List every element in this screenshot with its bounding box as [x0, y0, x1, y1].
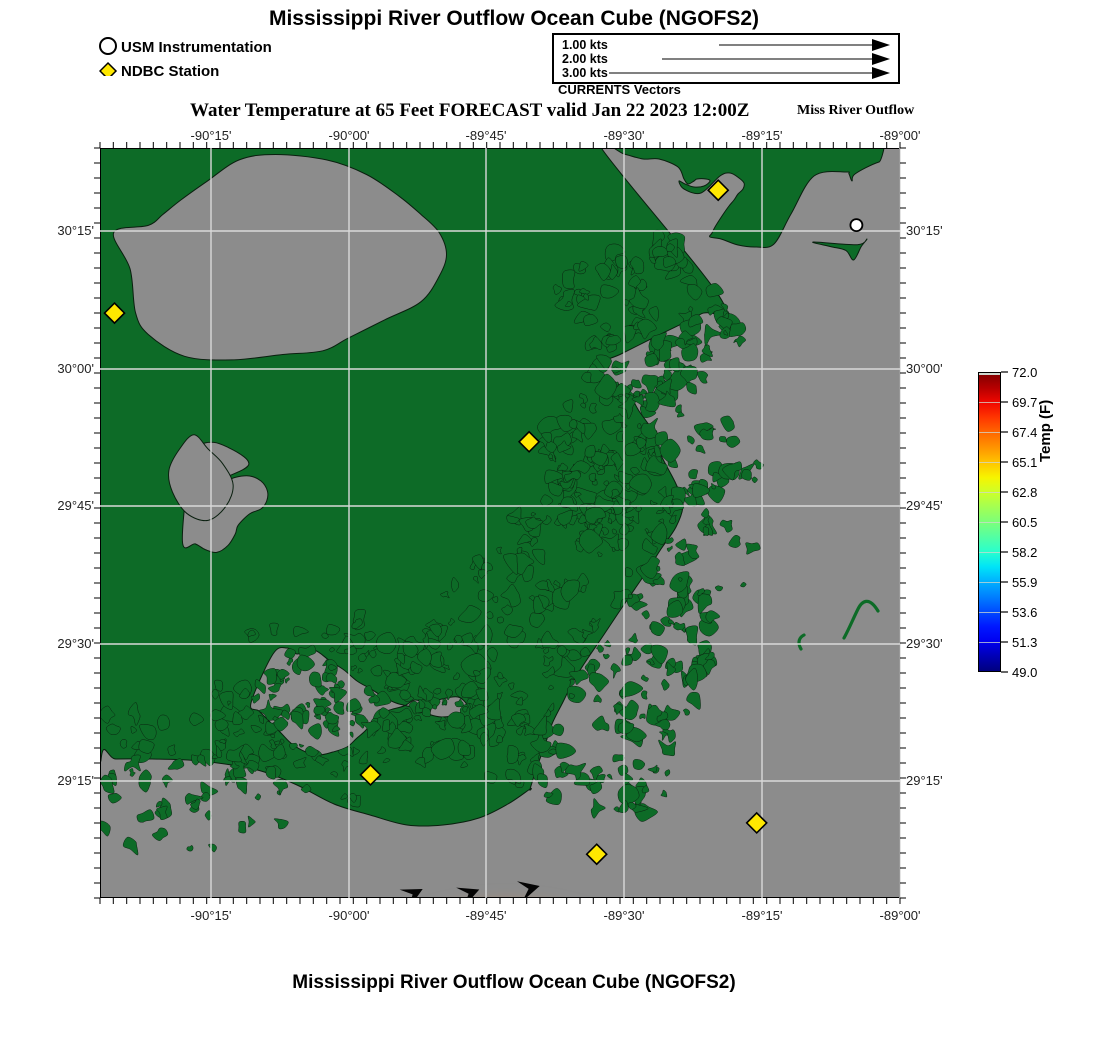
svg-text:49.0: 49.0 — [1012, 665, 1037, 679]
svg-text:60.5: 60.5 — [1012, 515, 1037, 529]
svg-text:58.2: 58.2 — [1012, 545, 1037, 559]
svg-text:55.9: 55.9 — [1012, 575, 1037, 589]
svg-text:53.6: 53.6 — [1012, 605, 1037, 619]
svg-text:62.8: 62.8 — [1012, 485, 1037, 499]
svg-text:65.1: 65.1 — [1012, 455, 1037, 469]
svg-text:72.0: 72.0 — [1012, 365, 1037, 379]
svg-text:51.3: 51.3 — [1012, 635, 1037, 649]
svg-text:69.7: 69.7 — [1012, 395, 1037, 409]
svg-text:67.4: 67.4 — [1012, 425, 1037, 439]
